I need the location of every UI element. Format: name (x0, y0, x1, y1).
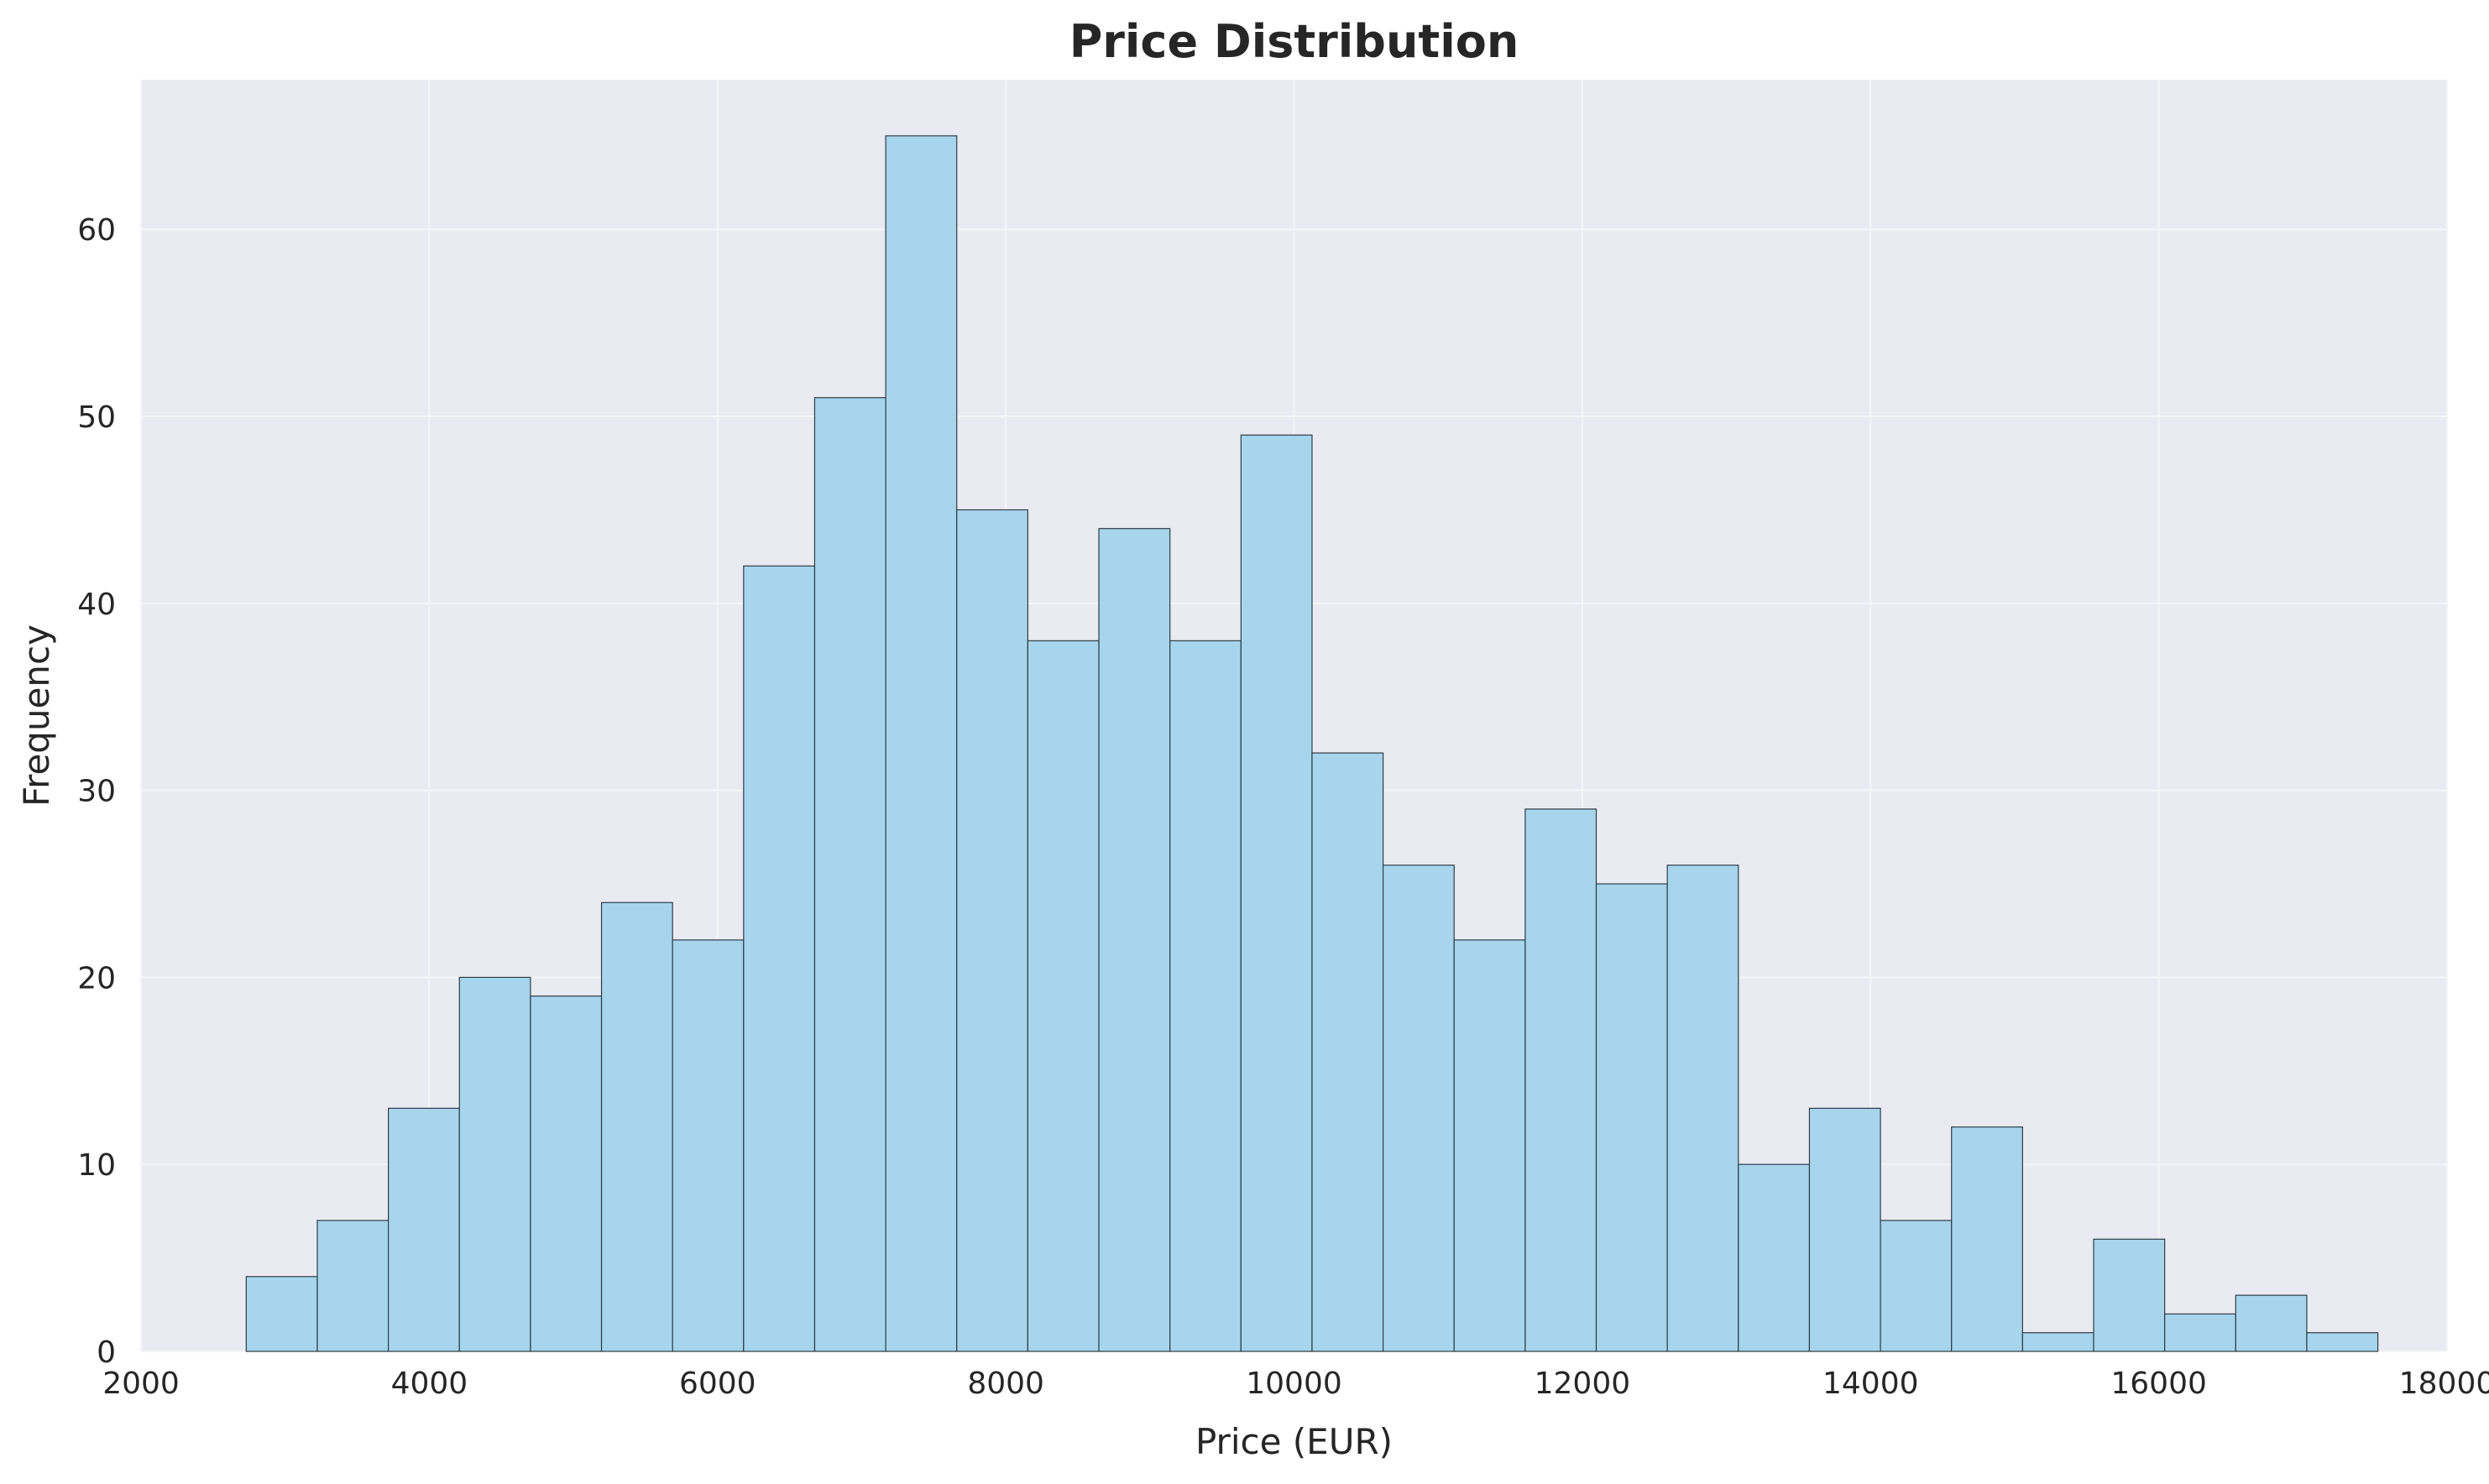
y-tick-label: 10 (77, 1148, 116, 1183)
histogram-bar (1666, 865, 1739, 1352)
x-axis-ticks: 2000 4000 6000 8000 10000 12000 14000 16000 1800… (102, 1366, 2489, 1401)
histogram-bar (458, 976, 531, 1352)
x-tick-label: 4000 (391, 1366, 468, 1401)
histogram-bar (316, 1220, 390, 1352)
histogram-bar (1027, 640, 1100, 1352)
x-tick-label: 2000 (102, 1366, 180, 1401)
x-axis-label: Price (EUR) (1195, 1421, 1393, 1462)
x-tick-label: 12000 (1535, 1366, 1631, 1401)
histogram-bar (956, 509, 1028, 1352)
histogram-bar (1595, 883, 1668, 1352)
histogram-bar (1738, 1163, 1811, 1352)
histogram-bar (2093, 1238, 2166, 1352)
y-tick-label: 50 (77, 400, 116, 435)
y-axis-ticks: 0 10 20 30 40 50 60 (77, 213, 116, 1370)
x-tick-label: 18000 (2399, 1366, 2489, 1401)
histogram-bar (2021, 1332, 2094, 1352)
histogram-bar (2235, 1294, 2308, 1352)
y-tick-label: 30 (77, 775, 116, 809)
bars (245, 135, 2379, 1352)
histogram-bar (743, 565, 816, 1352)
histogram-bar (1240, 434, 1313, 1352)
x-tick-label: 6000 (679, 1366, 756, 1401)
histogram-bar (1169, 640, 1242, 1352)
histogram-bar (530, 995, 603, 1352)
y-tick-label: 40 (77, 588, 116, 622)
histogram-bar (388, 1107, 460, 1352)
histogram-bar (1098, 528, 1171, 1352)
histogram-bar (2164, 1313, 2236, 1352)
histogram-bar (1951, 1126, 2023, 1352)
y-tick-label: 20 (77, 961, 116, 995)
y-axis-label: Frequency (16, 624, 57, 807)
x-tick-label: 10000 (1246, 1366, 1342, 1401)
histogram-bar (1880, 1220, 1953, 1352)
x-tick-label: 14000 (1822, 1366, 1919, 1401)
histogram-bar (1453, 939, 1526, 1352)
x-tick-label: 8000 (967, 1366, 1044, 1401)
histogram-bar (600, 901, 673, 1352)
x-tick-label: 16000 (2110, 1366, 2207, 1401)
chart-title: Price Distribution (1069, 15, 1519, 68)
histogram-bar (1524, 808, 1597, 1352)
histogram-bar (2306, 1332, 2379, 1352)
histogram-bar (672, 939, 745, 1352)
histogram-bar (885, 135, 958, 1352)
y-tick-label: 60 (77, 213, 116, 248)
histogram-bar (813, 397, 886, 1352)
y-tick-label: 0 (97, 1335, 116, 1370)
histogram-bar (245, 1276, 318, 1352)
histogram-bar (1808, 1107, 1881, 1352)
histogram-bar (1311, 752, 1384, 1352)
histogram-bar (1383, 865, 1455, 1352)
